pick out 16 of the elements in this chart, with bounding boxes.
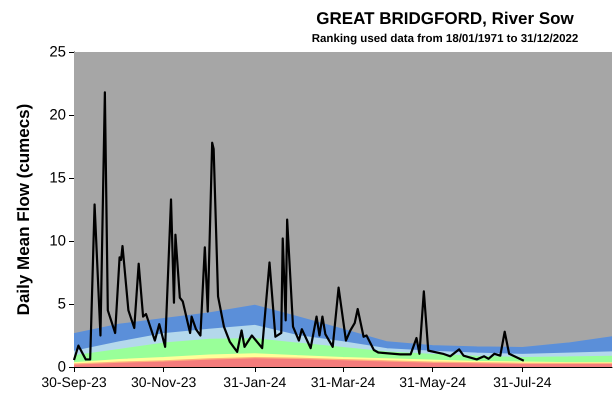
x-tick-label: 30-Sep-23 — [41, 374, 107, 390]
x-tick-label: 31-May-24 — [399, 374, 466, 390]
y-tick-label: 15 — [49, 170, 66, 186]
x-tick-label: 31-Mar-24 — [310, 374, 376, 390]
y-tick-label: 10 — [49, 232, 66, 250]
y-tick-label: 20 — [49, 106, 66, 124]
y-tick-label: 25 — [49, 44, 66, 60]
y-axis-title: Daily Mean Flow (cumecs) — [14, 104, 33, 316]
chart-title: GREAT BRIDGFORD, River Sow — [316, 9, 575, 28]
chart-subtitle: Ranking used data from 18/01/1971 to 31/12/2022 — [312, 33, 578, 45]
x-tick-label: 31-Jul-24 — [493, 374, 552, 390]
x-tick-label: 30-Nov-23 — [130, 374, 197, 390]
y-tick-label: 0 — [58, 358, 66, 376]
line-series — [72, 91, 525, 362]
y-tick-label: 5 — [58, 296, 66, 312]
x-tick-label: 31-Jan-24 — [223, 374, 287, 390]
